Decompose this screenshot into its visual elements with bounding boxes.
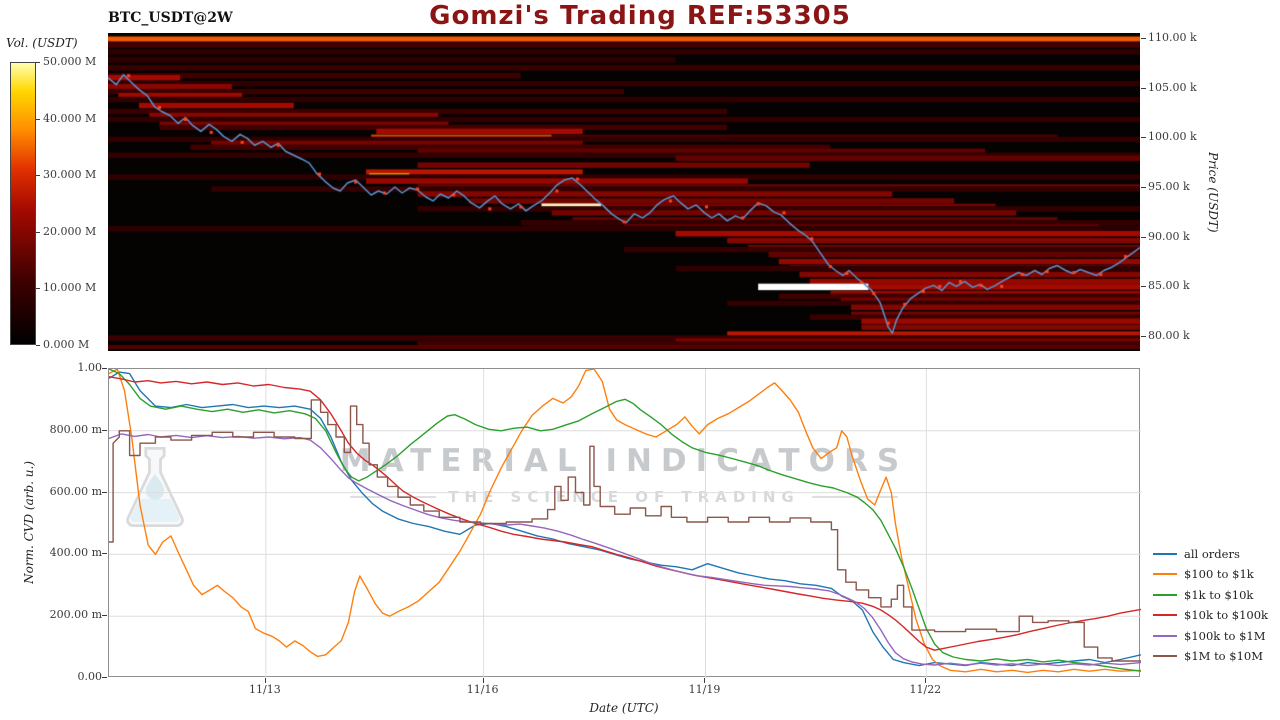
watermark-brand: MATERIAL INDICATORS <box>339 443 909 479</box>
price-axis-tick <box>1141 286 1146 288</box>
cvd-y-tick-label: 1.00 <box>77 361 103 374</box>
cvd-y-tick-label: 0.00 <box>77 670 103 683</box>
legend-item: all orders <box>1153 546 1268 561</box>
legend-swatch <box>1153 634 1177 637</box>
price-axis-tick-label: 110.00 k <box>1148 30 1197 44</box>
cvd-chart-svg <box>109 369 1141 678</box>
cvd-axis-title: Norm. CVD (arb. u.) <box>22 368 36 677</box>
colorbar-tick <box>36 62 40 63</box>
page-title: Gomzi's Trading REF:53305 <box>429 1 851 31</box>
colorbar-title: Vol. (USDT) <box>6 36 78 50</box>
date-axis-title: Date (UTC) <box>589 701 659 715</box>
colorbar-tick <box>36 118 40 120</box>
date-tick <box>704 678 706 683</box>
legend-label: $100 to $1k <box>1184 567 1254 581</box>
price-axis-tick-label: 100.00 k <box>1148 130 1197 144</box>
price-axis-tick-label: 105.00 k <box>1148 80 1197 94</box>
colorbar-tick <box>36 231 40 233</box>
price-axis-tick <box>1141 37 1146 39</box>
price-axis-tick <box>1141 336 1146 338</box>
volume-colorbar <box>10 62 36 345</box>
colorbar-tick-label: 30.000 M <box>43 168 97 182</box>
watermark-rule-right <box>811 496 898 498</box>
date-tick-label: 11/19 <box>688 683 721 696</box>
cvd-y-tick-label: 800.00 m <box>49 422 102 436</box>
date-tick <box>925 678 927 683</box>
date-tick <box>264 678 266 683</box>
price-axis-tick-label: 80.00 k <box>1148 329 1190 343</box>
price-axis-tick <box>1141 236 1146 238</box>
date-tick-label: 11/16 <box>466 683 499 696</box>
cvd-y-tick <box>102 491 107 493</box>
price-axis-tick <box>1141 187 1146 189</box>
colorbar-tick-label: 10.000 M <box>43 281 97 295</box>
date-tick-label: 11/13 <box>249 683 281 696</box>
cvd-y-tick-label: 200.00 m <box>49 608 102 622</box>
flask-icon <box>126 446 184 528</box>
legend: all orders $100 to $1k $1k to $10k $10k to … <box>1153 547 1268 670</box>
date-tick <box>482 678 484 683</box>
legend-item: $100 to $1k <box>1153 567 1268 581</box>
colorbar-tick-label: 0.000 M <box>43 338 90 351</box>
legend-label: $100k to $1M <box>1184 628 1266 643</box>
symbol-label: BTC_USDT@2W <box>108 10 233 26</box>
price-axis-tick-label: 95.00 k <box>1148 180 1190 194</box>
watermark-rule-left <box>350 496 437 498</box>
cvd-y-tick-label: 400.00 m <box>49 546 102 560</box>
cvd-series--1m-to-10m <box>109 399 1141 662</box>
legend-item: $100k to $1M <box>1153 628 1268 643</box>
price-axis-tick-label: 85.00 k <box>1148 279 1190 293</box>
cvd-y-tick <box>102 368 107 369</box>
colorbar-tick <box>36 175 40 177</box>
legend-swatch <box>1153 552 1177 555</box>
cvd-series--10k-to-100k <box>109 376 1141 651</box>
price-axis-tick-label: 90.00 k <box>1148 229 1190 243</box>
cvd-series--100-to-1k <box>109 369 1141 674</box>
legend-swatch <box>1153 593 1177 596</box>
cvd-y-tick <box>102 429 107 431</box>
price-axis-title: Price (USDT) <box>1206 33 1220 351</box>
cvd-y-tick <box>102 615 107 617</box>
cvd-series-all-orders <box>109 371 1141 667</box>
price-axis-tick <box>1141 137 1146 139</box>
cvd-series--1k-to-10k <box>109 369 1141 672</box>
cvd-y-tick <box>102 553 107 555</box>
legend-label: $10k to $100k <box>1184 608 1269 622</box>
legend-swatch <box>1153 614 1177 616</box>
price-axis-title-text: Price (USDT) <box>1206 151 1220 233</box>
legend-swatch <box>1153 573 1177 575</box>
legend-label: $1M to $10M <box>1184 649 1263 663</box>
legend-label: $1k to $10k <box>1184 587 1254 602</box>
cvd-series--100k-to-1m <box>109 433 1141 667</box>
cvd-plot: MATERIAL INDICATORS THE SCIENCE OF TRADI… <box>108 368 1141 678</box>
colorbar-tick <box>36 288 40 290</box>
cvd-y-tick-label: 600.00 m <box>49 484 102 498</box>
legend-item: $10k to $100k <box>1153 608 1269 622</box>
price-axis-tick <box>1141 87 1146 89</box>
colorbar-tick <box>36 345 40 346</box>
cvd-axis-title-text: Norm. CVD (arb. u.) <box>22 461 36 584</box>
legend-label: all orders <box>1184 546 1240 561</box>
colorbar-tick-label: 50.000 M <box>43 55 97 68</box>
colorbar-tick-label: 20.000 M <box>43 224 97 238</box>
legend-item: $1M to $10M <box>1153 649 1268 663</box>
legend-item: $1k to $10k <box>1153 587 1268 602</box>
date-tick-label: 11/22 <box>909 683 942 696</box>
heatmap-canvas <box>108 33 1140 351</box>
volume-heatmap-plot <box>108 33 1140 351</box>
cvd-y-tick <box>102 677 107 678</box>
colorbar-tick-label: 40.000 M <box>43 111 97 125</box>
legend-swatch <box>1153 655 1177 657</box>
